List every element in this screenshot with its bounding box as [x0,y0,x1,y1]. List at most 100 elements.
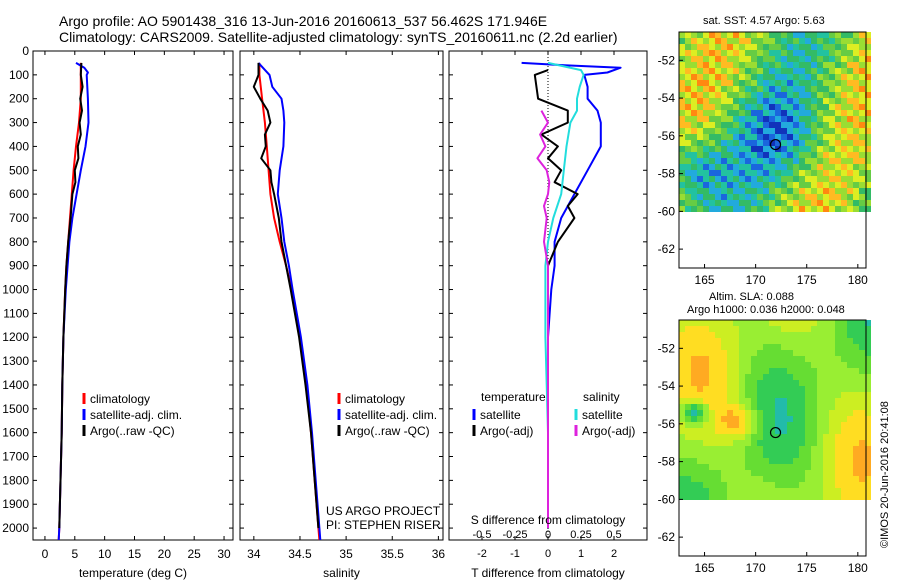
map-cell [763,332,769,338]
map-cell [865,140,871,146]
map-cell [727,92,733,98]
map-cell [721,380,727,386]
map-cell [847,326,853,332]
map-cell [835,80,841,86]
map-cell [679,110,685,116]
map-cell [805,362,811,368]
map-cell [691,188,697,194]
map-cell [781,422,787,428]
map-cell [757,122,763,128]
map-cell [721,152,727,158]
x-tick-label: -1 [510,548,520,560]
map-cell [697,146,703,152]
map-cell [835,416,841,422]
map-cell [799,152,805,158]
map-cell [709,374,715,380]
map-cell [811,338,817,344]
map-cell [823,80,829,86]
map-cell [799,80,805,86]
map-cell [697,92,703,98]
map-cell [751,164,757,170]
map-cell [685,428,691,434]
map-cell [817,320,823,326]
map-cell [703,332,709,338]
map-cell [763,494,769,500]
map-cell [757,458,763,464]
map-cell [841,182,847,188]
map-cell [727,98,733,104]
map-cell [799,458,805,464]
map-cell [757,176,763,182]
map-cell [775,332,781,338]
map-cell [763,200,769,206]
map-cell [793,374,799,380]
map-cell [835,146,841,152]
map-cell [763,422,769,428]
map-cell [805,68,811,74]
map-cell [805,134,811,140]
map-cell [703,446,709,452]
map-cell [769,464,775,470]
map-cell [775,32,781,38]
map-cell [715,104,721,110]
map-cell [733,92,739,98]
map-cell [703,74,709,80]
sst-map-panel: 165 170 175 180-52-54-56-58-60-62 [658,31,871,287]
map-cell [763,344,769,350]
map-cell [727,206,733,212]
map-cell [679,116,685,122]
map-cell [817,146,823,152]
map-cell [835,104,841,110]
map-cell [697,38,703,44]
x-tick-label: 0 [545,548,551,560]
map-cell [727,38,733,44]
map-cell [703,188,709,194]
map-cell [775,128,781,134]
map-cell [769,470,775,476]
map-cell [763,356,769,362]
map-cell [709,128,715,134]
map-cell [757,386,763,392]
map-cell [865,338,871,344]
map-cell [865,464,871,470]
map-cell [787,116,793,122]
map-cell [685,476,691,482]
map-cell [835,332,841,338]
map-cell [811,116,817,122]
map-cell [865,104,871,110]
map-cell [763,50,769,56]
map-cell [715,386,721,392]
map-cell [787,410,793,416]
map-cell [781,338,787,344]
legend-label: Argo(..raw -QC) [345,424,430,438]
map-cell [679,32,685,38]
map-cell [805,44,811,50]
map-cell [703,92,709,98]
map-cell [679,86,685,92]
map-cell [781,458,787,464]
map-cell [823,50,829,56]
map-cell [697,62,703,68]
map-cell [829,128,835,134]
map-cell [835,434,841,440]
map-cell [751,374,757,380]
map-cell [829,158,835,164]
map-cell [781,494,787,500]
map-cell [823,122,829,128]
map-cell [811,332,817,338]
map-cell [787,404,793,410]
map-cell [751,488,757,494]
map-cell [733,428,739,434]
map-cell [805,458,811,464]
map-cell [787,440,793,446]
map-cell [847,188,853,194]
map-cell [805,74,811,80]
map-cell [697,386,703,392]
map-cell [829,182,835,188]
map-cell [745,350,751,356]
map-cell [841,164,847,170]
map-cell [691,182,697,188]
map-cell [703,146,709,152]
map-cell [835,152,841,158]
map-cell [691,350,697,356]
